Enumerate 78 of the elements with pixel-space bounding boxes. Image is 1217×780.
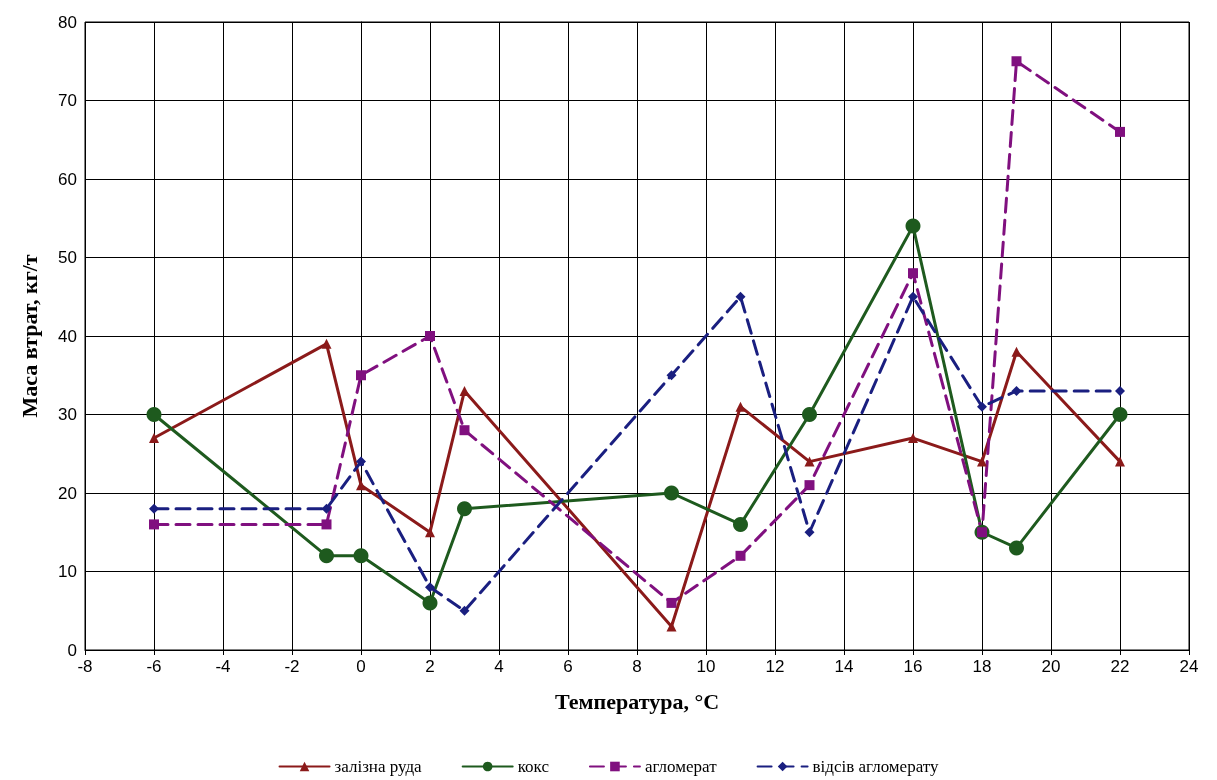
point (666, 621, 677, 632)
point (804, 456, 815, 467)
point (804, 480, 815, 491)
point (356, 456, 366, 467)
point (664, 485, 679, 501)
y-tick-label: 30 (58, 405, 77, 424)
x-tick-label: 14 (834, 657, 854, 676)
y-tick-label: 10 (58, 562, 77, 581)
y-tick-label: 40 (58, 326, 77, 346)
point (1009, 540, 1024, 556)
point (977, 456, 987, 467)
y-tick-label: 60 (58, 169, 77, 189)
point (321, 503, 332, 514)
point (1115, 126, 1125, 137)
point (149, 503, 159, 514)
point (908, 291, 918, 302)
point (459, 385, 470, 396)
point (146, 407, 162, 422)
y-tick-label: 70 (58, 91, 77, 110)
point (977, 401, 987, 412)
y-tick-label: 50 (58, 248, 77, 267)
y-tick-label: 20 (58, 483, 77, 503)
legend-label: агломерат (644, 757, 718, 776)
x-tick-label: 24 (1179, 657, 1199, 676)
x-tick-label: 18 (972, 657, 992, 676)
x-tick-label: -2 (284, 657, 300, 676)
point (321, 519, 332, 530)
point (802, 407, 817, 422)
x-tick-label: 16 (903, 657, 923, 676)
x-tick-label: 20 (1041, 657, 1061, 676)
x-tick-label: 12 (765, 657, 785, 676)
point (908, 433, 918, 444)
x-tick-label: 8 (632, 657, 642, 676)
y-axis-title: Маса втрат, кг/т (16, 254, 42, 418)
point (149, 433, 159, 444)
x-tick-label: 0 (356, 657, 366, 676)
point (356, 370, 366, 381)
legend-label: залізна руда (334, 757, 423, 776)
point (735, 401, 746, 412)
y-tick-label: 80 (58, 12, 77, 32)
point (1115, 385, 1125, 396)
legend-label: кокс (517, 757, 550, 776)
point (733, 516, 748, 532)
point (459, 605, 470, 616)
point (459, 425, 470, 436)
point (149, 519, 159, 530)
point (1011, 385, 1022, 396)
point (1011, 346, 1022, 357)
point (425, 527, 435, 538)
point (666, 597, 677, 608)
x-tick-label: 2 (425, 657, 435, 676)
point (422, 595, 438, 611)
point (1011, 56, 1022, 67)
point (666, 370, 677, 381)
point (804, 527, 815, 538)
x-axis-title: Температура, °C (554, 688, 720, 714)
x-tick-label: -8 (77, 657, 93, 676)
legend-label: відсів агломерату (812, 757, 939, 776)
point (321, 338, 332, 349)
point (425, 331, 435, 341)
y-tick-label: 0 (67, 640, 77, 660)
point (457, 501, 472, 517)
point (353, 548, 369, 564)
x-tick-label: -6 (146, 657, 162, 676)
x-tick-label: 4 (494, 657, 504, 676)
x-tick-label: 6 (563, 657, 573, 676)
x-tick-label: 10 (696, 657, 716, 676)
x-tick-label: 22 (1110, 657, 1130, 676)
point (319, 548, 334, 564)
point (425, 582, 435, 593)
x-tick-label: -4 (215, 657, 231, 676)
point (1115, 456, 1125, 467)
point (1112, 407, 1128, 422)
point (908, 268, 918, 279)
point (905, 218, 921, 234)
point (356, 480, 366, 491)
point (735, 291, 746, 302)
point (735, 550, 746, 561)
